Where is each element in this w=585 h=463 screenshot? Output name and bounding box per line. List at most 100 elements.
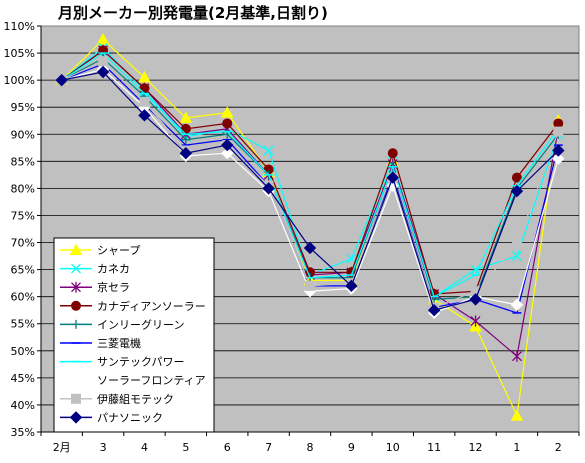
legend-item: 伊藤組モテック <box>60 393 174 406</box>
x-tick-label: 11 <box>427 441 441 454</box>
x-tick-label: 6 <box>224 441 231 454</box>
marker-shape <box>220 106 234 118</box>
y-tick-label: 100% <box>4 74 35 87</box>
legend-label: サンテックパワー <box>97 356 184 369</box>
marker-shape <box>553 126 564 137</box>
data-point <box>55 73 68 87</box>
data-point <box>470 315 481 327</box>
y-tick-label: 55% <box>11 318 35 331</box>
marker-shape <box>469 293 482 306</box>
marker-shape <box>139 96 150 107</box>
legend-marker <box>69 243 83 255</box>
data-point <box>181 135 191 145</box>
marker-shape <box>511 240 522 251</box>
marker-shape <box>511 172 522 183</box>
marker-shape <box>263 145 274 156</box>
y-tick-label: 60% <box>11 291 35 304</box>
x-tick-label: 7 <box>265 441 272 454</box>
legend-item: インリーグリーン <box>60 317 184 331</box>
x-tick-label: 12 <box>469 441 483 454</box>
marker-shape <box>511 350 522 362</box>
marker-shape <box>510 298 524 311</box>
marker-shape <box>386 179 399 192</box>
marker-shape <box>179 147 193 160</box>
marker-shape <box>96 65 110 79</box>
marker-shape <box>71 393 81 404</box>
legend-label: ソーラーフロンティア <box>97 374 206 387</box>
legend-marker <box>71 300 81 311</box>
data-point <box>222 118 233 129</box>
data-point <box>386 171 399 184</box>
marker-shape <box>179 111 193 124</box>
legend-item: パナソニック <box>60 411 163 424</box>
marker-shape <box>345 279 358 293</box>
legend-item: 三菱電機 <box>60 336 141 350</box>
legend: シャープカネカ京セラカナディアンソーラーインリーグリーン三菱電機サンテックパワー… <box>53 237 215 433</box>
data-point <box>427 303 441 317</box>
legend-item: カナディアンソーラー <box>60 299 206 313</box>
marker-shape <box>138 109 151 122</box>
y-tick-label: 45% <box>11 372 35 385</box>
data-point <box>469 293 482 306</box>
marker-shape <box>221 147 234 160</box>
legend-label: 京セラ <box>97 280 130 294</box>
legend-label: カナディアンソーラー <box>97 299 206 313</box>
legend-marker <box>69 373 83 387</box>
legend-marker <box>71 263 81 274</box>
marker-shape <box>181 135 191 145</box>
series-7 <box>57 52 563 298</box>
data-point <box>96 32 110 45</box>
marker-shape <box>510 184 524 198</box>
data-point <box>470 264 481 275</box>
data-point <box>511 251 522 262</box>
marker-shape <box>510 409 524 421</box>
y-tick-label: 90% <box>11 128 35 141</box>
data-point <box>98 56 109 67</box>
marker-shape <box>346 253 357 264</box>
data-point <box>138 70 151 83</box>
data-point <box>138 109 151 122</box>
marker-shape <box>71 263 81 274</box>
marker-shape <box>69 373 83 387</box>
data-point <box>511 172 522 183</box>
x-tick-label: 9 <box>348 441 355 454</box>
data-point <box>139 96 150 107</box>
marker-shape <box>262 182 275 195</box>
legend-item: サンテックパワー <box>60 356 184 369</box>
x-tick-label: 8 <box>307 441 314 454</box>
y-tick-label: 65% <box>11 264 35 277</box>
data-point <box>510 298 524 311</box>
marker-shape <box>69 243 83 255</box>
marker-shape <box>305 280 315 291</box>
legend-item: ソーラーフロンティア <box>60 373 206 387</box>
axes: 35% 40% 45% 50% 55% 60% 65% 70% 75% 80% 85% 90% 95% 1… <box>4 20 580 454</box>
marker-shape <box>386 171 399 184</box>
legend-item: カネカ <box>60 263 130 276</box>
data-point <box>221 138 234 152</box>
y-tick-label: 35% <box>11 426 35 439</box>
legend-label: シャープ <box>97 244 140 257</box>
data-point <box>345 279 358 293</box>
marker-shape <box>511 251 522 262</box>
marker-shape <box>96 32 110 45</box>
legend-label: カネカ <box>97 263 130 276</box>
data-point <box>346 253 357 264</box>
legend-label: 三菱電機 <box>97 336 141 350</box>
marker-shape <box>55 73 68 87</box>
y-tick-label: 110% <box>4 20 35 33</box>
data-point <box>510 409 524 421</box>
data-point <box>262 182 275 195</box>
marker-shape <box>552 152 565 165</box>
x-tick-label: 2 <box>555 441 562 454</box>
x-tick-label: 1 <box>513 441 520 454</box>
legend-label: パナソニック <box>97 411 163 424</box>
x-tick-label: 3 <box>100 441 107 454</box>
legend-item: シャープ <box>60 243 140 257</box>
legend-label: インリーグリーン <box>97 317 184 331</box>
marker-shape <box>221 138 234 152</box>
y-tick-label: 105% <box>4 47 35 60</box>
x-tick-label: 5 <box>182 441 189 454</box>
chart-title: 月別メーカー別発電量(2月基準,日割り) <box>57 4 328 22</box>
marker-shape <box>69 411 83 424</box>
